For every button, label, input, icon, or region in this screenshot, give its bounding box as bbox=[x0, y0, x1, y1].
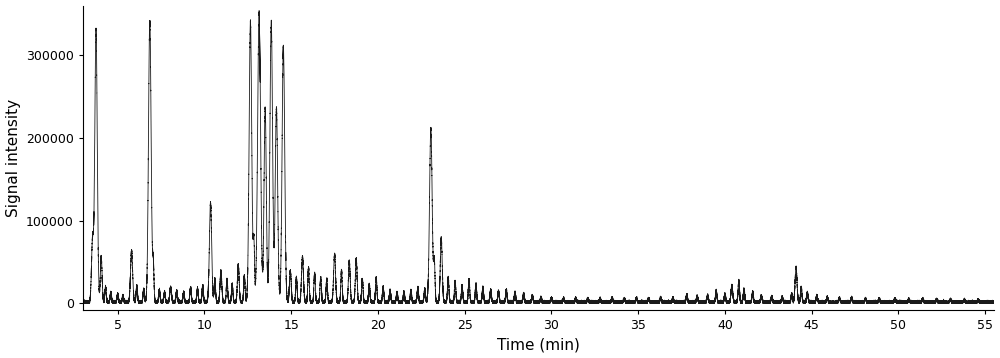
X-axis label: Time (min): Time (min) bbox=[497, 338, 580, 352]
Y-axis label: Signal intensity: Signal intensity bbox=[6, 99, 21, 217]
